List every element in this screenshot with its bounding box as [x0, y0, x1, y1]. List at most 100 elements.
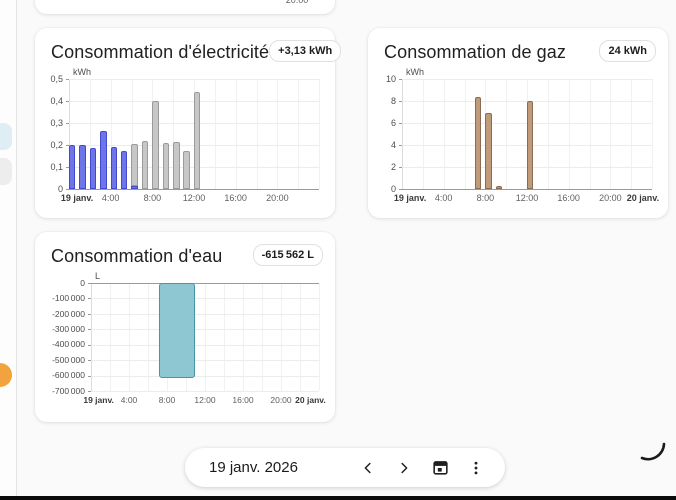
card-header: Consommation de gaz 24 kWh: [368, 28, 668, 63]
y-tick-mark: [399, 123, 402, 124]
x-axis-label: 20 janv.: [626, 193, 660, 203]
chart-electricity: kWh 0 0,1 0,2 0,3 0,4 0,5 19 janv. 4:00 8:00 12:00…: [43, 67, 329, 207]
gridline-vertical: [110, 283, 111, 391]
y-axis-label: -200 000: [52, 308, 85, 319]
x-axis-label: 8:00: [476, 193, 495, 203]
calendar-picker-button[interactable]: [425, 453, 455, 483]
card-gas: Consommation de gaz 24 kWh kWh 0 2 4 6 8 10 19 …: [368, 28, 668, 218]
card-title-gas: Consommation de gaz: [384, 42, 566, 62]
y-tick-mark: [66, 123, 69, 124]
y-axis-label: 0,2: [50, 139, 63, 150]
bar-electricite-source-grise: [131, 143, 138, 186]
x-axis-label: 12:00: [515, 193, 539, 203]
gridline-vertical: [610, 79, 612, 189]
bar-electricite-source-grise: [183, 150, 190, 189]
y-tick-mark: [88, 375, 91, 377]
axis-unit-label: L: [95, 271, 101, 281]
calendar-icon: [432, 461, 448, 475]
y-axis-label: -400 000: [52, 339, 85, 350]
x-axis-label: 20:00: [599, 193, 622, 203]
gridline-vertical: [464, 79, 466, 189]
bar-electricite-source-bleue: [100, 130, 107, 189]
card-cutoff-top: 20:00: [35, 0, 335, 14]
gridline-vertical: [173, 79, 175, 189]
y-axis-label: 0: [57, 183, 63, 194]
next-day-button[interactable]: [389, 453, 419, 483]
gridline-horizontal: [402, 79, 652, 80]
y-tick-mark: [66, 145, 69, 146]
gridline-vertical: [148, 283, 149, 391]
gridline-vertical: [281, 283, 282, 391]
y-axis-label: -500 000: [52, 354, 85, 365]
y-axis-label: 0,1: [50, 161, 63, 172]
bar-electricite-source-grise: [173, 141, 180, 189]
gridline-vertical: [506, 79, 508, 189]
card-header: Consommation d'électricité +3,13 kWh: [35, 28, 342, 63]
gridline-vertical: [205, 283, 206, 391]
gridline-vertical: [224, 283, 225, 391]
y-axis-label: 0,3: [50, 117, 63, 128]
x-axis-label: 19 janv.: [60, 193, 94, 203]
bar-electricite-source-grise: [141, 140, 149, 189]
chart-gas: kWh 0 2 4 6 8 10 19 janv. 4:00 8:00 12:00 16:00 20:0…: [376, 67, 662, 207]
gridline-vertical: [110, 79, 112, 189]
drawer-item-selected[interactable]: [0, 123, 12, 150]
x-axis-label: 19 janv.: [393, 193, 427, 203]
y-tick-mark: [399, 145, 402, 146]
gridline-vertical: [631, 79, 633, 189]
total-badge-water: -615 562 L: [252, 244, 323, 266]
total-badge-electricity: +3,13 kWh: [269, 40, 342, 62]
y-axis-line: [402, 79, 403, 189]
axis-baseline: [402, 189, 652, 190]
date-navigation-bar: 19 janv. 2026: [185, 448, 505, 487]
y-tick-mark: [399, 101, 402, 102]
gridline-vertical: [589, 79, 591, 189]
bar-electricite-source-bleue: [110, 147, 118, 189]
gridline-horizontal: [91, 360, 319, 362]
bar-gaz: [485, 113, 492, 189]
y-axis-label: -100 000: [52, 293, 85, 304]
x-axis-label: 4:00: [101, 193, 120, 203]
x-axis-label: 16:00: [557, 193, 580, 203]
y-axis-label: -600 000: [52, 370, 85, 381]
gridline-vertical: [129, 283, 130, 391]
axis-label-clipped: 20:00: [285, 0, 309, 5]
selected-date-label: 19 janv. 2026: [209, 459, 298, 476]
bar-electricite-source-bleue: [131, 185, 138, 189]
x-axis-label: 8:00: [158, 395, 176, 405]
x-axis-label: 16:00: [224, 193, 247, 203]
bar-electricite-source-grise: [152, 101, 159, 189]
more-vert-icon: [474, 461, 478, 474]
previous-day-button[interactable]: [353, 453, 383, 483]
drawer-item[interactable]: [0, 158, 12, 185]
card-title-water: Consommation d'eau: [51, 246, 223, 266]
y-axis-label: 6: [390, 117, 396, 128]
card-electricity: Consommation d'électricité +3,13 kWh kWh…: [35, 28, 342, 218]
y-axis-label: 10: [385, 73, 396, 84]
loading-spinner-arc: [640, 442, 666, 461]
bar-electricite-source-grise: [193, 92, 201, 189]
x-axis-label: 8:00: [143, 193, 162, 203]
y-axis-label: 2: [390, 161, 396, 172]
axis-unit-label: kWh: [406, 67, 424, 77]
x-axis-label: 16:00: [232, 395, 254, 405]
bar-electricite-source-grise: [162, 142, 170, 189]
x-axis-label: 12:00: [194, 395, 216, 405]
y-axis-label: 0: [390, 183, 396, 194]
chevron-right-icon: [401, 462, 408, 473]
bar-electricite-source-bleue: [68, 145, 76, 189]
more-options-button[interactable]: [461, 453, 491, 483]
fab-button-partial[interactable]: [0, 363, 12, 387]
gridline-vertical: [568, 79, 570, 189]
axis-baseline: [69, 189, 319, 190]
gridline-vertical: [235, 79, 237, 189]
gridline-vertical: [319, 283, 320, 391]
card-title-electricity: Consommation d'électricité: [51, 42, 270, 62]
bar-electricite-source-bleue: [79, 145, 86, 189]
axis-unit-label: kWh: [73, 67, 91, 77]
y-tick-mark: [66, 189, 69, 190]
gridline-horizontal: [91, 313, 319, 315]
y-axis-label: 0,5: [50, 73, 63, 84]
y-axis-label: -700 000: [52, 385, 85, 396]
drawer-edge: [0, 0, 17, 496]
